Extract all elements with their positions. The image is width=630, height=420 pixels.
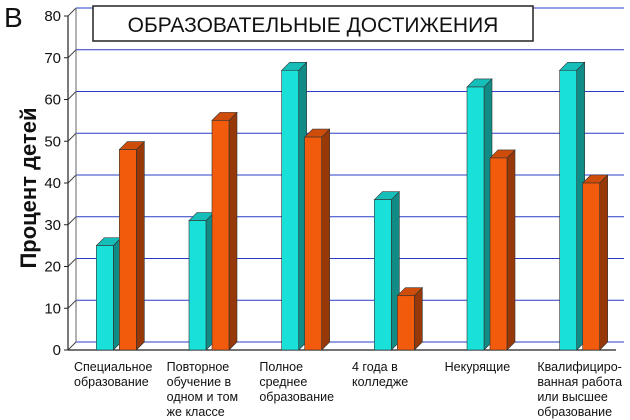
bar-side bbox=[136, 140, 145, 351]
bar bbox=[373, 190, 401, 351]
bar-front bbox=[489, 157, 508, 351]
bar-front bbox=[96, 245, 114, 351]
bar-side bbox=[228, 111, 238, 351]
y-tick-label: 30 bbox=[44, 217, 61, 234]
gridline-edge bbox=[67, 132, 77, 142]
bars bbox=[95, 61, 609, 351]
x-tick-labels: Специальное образование Повторное обучение … bbox=[74, 360, 622, 419]
bar-front bbox=[211, 120, 230, 351]
bar bbox=[396, 287, 424, 351]
bar-front bbox=[397, 295, 415, 351]
bar-front bbox=[119, 149, 137, 351]
gridline-edge bbox=[67, 91, 77, 100]
panel-letter: В bbox=[4, 2, 23, 33]
y-tick-label: 40 bbox=[44, 175, 61, 192]
x-tick-label: Полное среднее образование bbox=[259, 360, 334, 404]
gridline-edge bbox=[67, 216, 77, 226]
bar-front bbox=[374, 199, 392, 351]
bar-side bbox=[321, 128, 330, 351]
x-tick-label: Специальное образование bbox=[74, 360, 153, 389]
x-tick-label: 4 года в колледже bbox=[352, 360, 408, 389]
bar-front bbox=[281, 69, 299, 351]
gridline-edge bbox=[67, 7, 77, 17]
y-tick-label: 10 bbox=[44, 300, 61, 317]
bar bbox=[303, 128, 331, 351]
y-tick-labels: 0 10 20 30 40 50 60 70 80 bbox=[44, 8, 61, 359]
bar-front bbox=[188, 220, 207, 351]
bar-front bbox=[304, 136, 322, 351]
title-box bbox=[92, 5, 534, 42]
x-tick-label: Некурящие bbox=[445, 360, 511, 374]
y-axis-label: Процент детей bbox=[16, 107, 41, 268]
bar bbox=[95, 236, 123, 351]
y-tick-label: 60 bbox=[44, 92, 61, 109]
bar bbox=[489, 149, 516, 351]
bar bbox=[558, 61, 586, 351]
x-tick-label: Повторное обучение в одном и том же классе bbox=[167, 360, 238, 419]
bar bbox=[118, 140, 146, 351]
bar bbox=[211, 111, 238, 351]
y-tick-label: 80 bbox=[44, 8, 61, 25]
y-tick-label: 70 bbox=[44, 50, 61, 67]
bar-side bbox=[414, 287, 423, 351]
bar-front bbox=[466, 86, 485, 351]
gridline-edge bbox=[67, 299, 77, 309]
bar bbox=[581, 174, 609, 351]
bar-front bbox=[559, 69, 577, 351]
gridline-edge bbox=[67, 258, 77, 267]
bar-side bbox=[506, 149, 516, 351]
grid-lines bbox=[64, 7, 624, 351]
y-tick-label: 0 bbox=[53, 342, 61, 359]
bar bbox=[466, 78, 493, 351]
y-tick-label: 20 bbox=[44, 259, 61, 276]
gridline-edge bbox=[67, 341, 77, 351]
gridline-edge bbox=[67, 49, 77, 59]
gridline-edge bbox=[67, 174, 77, 184]
bar-front bbox=[582, 182, 600, 351]
bar-side bbox=[599, 174, 608, 351]
bar bbox=[280, 61, 308, 351]
chart-title: ОБРАЗОВАТЕЛЬНЫЕ ДОСТИЖЕНИЯ bbox=[128, 14, 499, 37]
x-tick-label: Квалифициро-ванная работа или высшее образ… bbox=[537, 360, 622, 419]
y-tick-label: 50 bbox=[44, 133, 61, 150]
bar bbox=[188, 211, 215, 351]
